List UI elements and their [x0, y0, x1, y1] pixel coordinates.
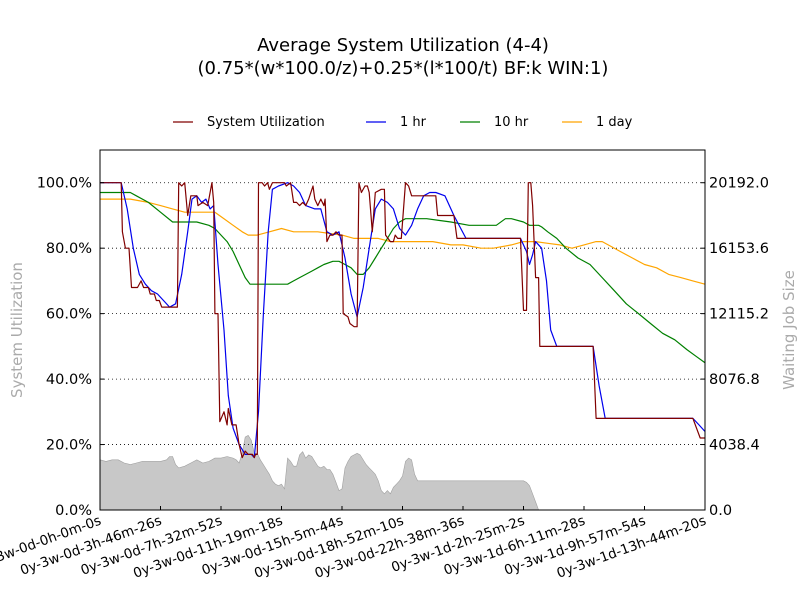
legend-item: 10 hr: [460, 115, 529, 130]
chart-subtitle: (0.75*(w*100.0/z)+0.25*(l*100/t) BF:k WI…: [198, 58, 609, 79]
waiting-job-size-area: [99, 434, 705, 511]
y-tick-label: 60.0%: [46, 307, 92, 323]
y2-tick-label: 4038.4: [709, 438, 760, 454]
legend-label: 1 hr: [400, 115, 427, 130]
waiting-job-size-series: [99, 434, 705, 511]
y-tick-label: 80.0%: [46, 241, 92, 257]
y-tick-label: 40.0%: [46, 372, 92, 388]
y-tick-label: 100.0%: [37, 176, 92, 192]
series-lines: [100, 182, 706, 459]
y-axis-ticks: 0.0% 20.0% 40.0% 60.0% 80.0% 100.0%: [37, 176, 104, 519]
series-line-system-utilization: [100, 182, 705, 459]
chart-title: Average System Utilization (4-4): [257, 35, 549, 56]
legend-item: System Utilization: [173, 115, 325, 130]
y2-tick-label: 8076.8: [709, 372, 760, 388]
y2-tick-label: 16153.6: [709, 241, 769, 257]
y2-tick-label: 12115.2: [709, 307, 769, 323]
legend-item: 1 day: [562, 115, 633, 130]
y2-axis-label: Waiting Job Size: [780, 270, 798, 390]
y2-axis-ticks: 0.0 4038.4 8076.8 12115.2 16153.6 20192.0: [701, 176, 769, 519]
plot-frame: [99, 149, 706, 511]
y2-tick-label: 20192.0: [709, 176, 769, 192]
series-line-1-hr: [100, 182, 706, 459]
legend-label: 1 day: [596, 115, 633, 130]
grid: [100, 182, 705, 445]
legend-label: 10 hr: [494, 115, 529, 130]
legend-item: 1 hr: [366, 115, 427, 130]
y-tick-label: 20.0%: [46, 438, 92, 454]
y2-tick-label: 0.0: [709, 503, 732, 519]
legend: System Utilization 1 hr 10 hr 1 day: [173, 115, 633, 130]
y-axis-label: System Utilization: [8, 262, 26, 398]
x-axis-ticks: 0y-3w-0d-0h-0m-0s0y-3w-0d-3h-46m-26s0y-3…: [0, 506, 708, 582]
y-tick-label: 0.0%: [55, 503, 92, 519]
legend-label: System Utilization: [207, 115, 325, 130]
